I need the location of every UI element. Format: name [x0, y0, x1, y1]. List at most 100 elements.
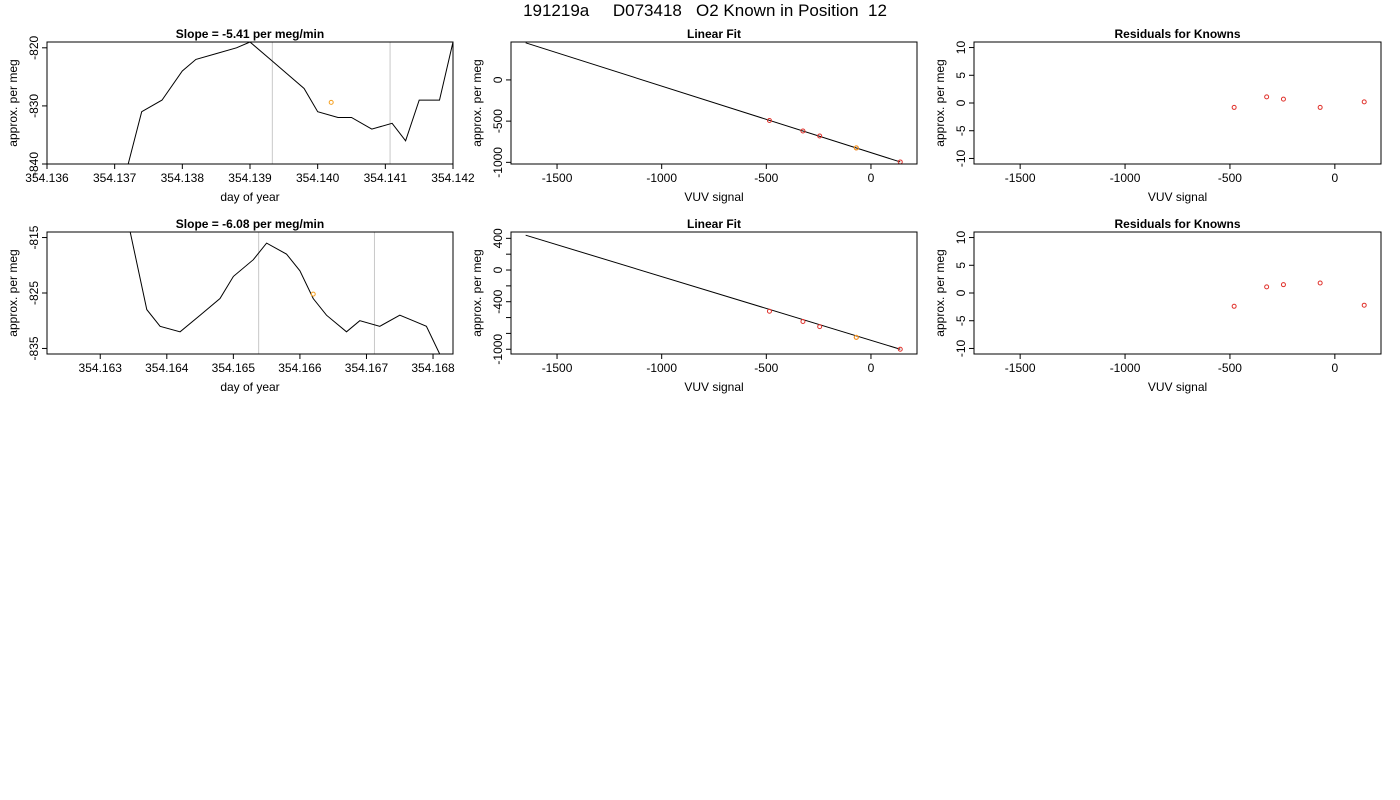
data-point — [817, 324, 823, 330]
y-axis-label: approx. per meg — [933, 249, 947, 336]
x-tick-label: 354.163 — [79, 361, 123, 375]
plot-frame — [973, 41, 1382, 165]
x-axis-label: VUV signal — [1148, 380, 1207, 394]
x-tick-label: -1500 — [542, 171, 573, 185]
plot-frame — [46, 231, 454, 355]
x-tick-label: 354.167 — [345, 361, 389, 375]
data-point — [1280, 96, 1286, 102]
x-tick-label: -1500 — [1005, 361, 1036, 375]
x-tick-label: 354.166 — [278, 361, 322, 375]
highlight-point — [853, 145, 859, 151]
x-axis-label: VUV signal — [1148, 190, 1207, 204]
x-tick-label: -500 — [754, 361, 778, 375]
panel-title: Residuals for Knowns — [1114, 27, 1240, 41]
x-tick-label: -1000 — [1110, 171, 1141, 185]
x-axis-label: day of year — [220, 190, 279, 204]
x-tick-label: -1000 — [646, 361, 677, 375]
panel-title: Residuals for Knowns — [1114, 217, 1240, 231]
highlight-point — [328, 99, 334, 105]
data-point — [1231, 104, 1237, 110]
panel-2: Linear Fit -1500 -1000 -500 0 VUV signal 0 -500… — [470, 27, 918, 204]
x-tick-label: -1500 — [542, 361, 573, 375]
x-tick-label: -1000 — [646, 171, 677, 185]
y-tick-label: -840 — [27, 152, 41, 176]
data-point — [1231, 303, 1237, 309]
data-point — [800, 319, 806, 325]
y-tick-label: 400 — [491, 228, 505, 248]
y-tick-label: -400 — [491, 289, 505, 313]
x-tick-label: 354.141 — [364, 171, 408, 185]
data-point — [817, 133, 823, 139]
y-tick-label: -5 — [954, 125, 968, 136]
y-tick-label: -500 — [491, 109, 505, 133]
y-tick-label: -820 — [27, 35, 41, 59]
y-axis-label: approx. per meg — [933, 59, 947, 146]
data-layer — [1231, 280, 1367, 309]
x-tick-label: 0 — [1332, 361, 1339, 375]
x-tick-label: 354.136 — [25, 171, 69, 185]
highlight-point — [853, 334, 859, 340]
data-point — [1361, 99, 1367, 105]
data-layer — [127, 42, 453, 164]
data-layer — [1231, 94, 1367, 110]
y-tick-label: 10 — [954, 41, 968, 55]
x-tick-label: -1500 — [1005, 171, 1036, 185]
data-point — [1264, 284, 1270, 290]
data-point — [1264, 94, 1270, 100]
panel-title: Slope = -5.41 per meg/min — [176, 27, 324, 41]
plot-frame — [46, 41, 454, 165]
data-point — [897, 346, 903, 352]
y-axis-label: approx. per meg — [6, 59, 20, 146]
x-axis-label: VUV signal — [684, 190, 743, 204]
y-tick-label: 0 — [954, 289, 968, 296]
fit-line — [525, 234, 901, 350]
data-layer — [525, 234, 903, 352]
panel-4: Slope = -6.08 per meg/min 354.163 354.164 3… — [6, 217, 455, 394]
y-tick-label: 0 — [491, 76, 505, 83]
y-tick-label: 10 — [954, 231, 968, 245]
highlight-point — [310, 291, 316, 297]
y-tick-label: -10 — [954, 339, 968, 357]
fit-line — [525, 42, 901, 163]
y-tick-label: -825 — [27, 281, 41, 305]
data-layer — [129, 232, 441, 354]
panel-1: Slope = -5.41 per meg/min 354.136 354.137 3… — [6, 27, 475, 204]
plot-frame — [973, 231, 1382, 355]
y-tick-label: 0 — [954, 99, 968, 106]
x-tick-label: 0 — [1332, 171, 1339, 185]
y-tick-label: -815 — [27, 225, 41, 249]
data-layer — [525, 42, 903, 164]
data-point — [1280, 282, 1286, 288]
y-tick-label: -1000 — [491, 334, 505, 365]
y-tick-label: -10 — [954, 149, 968, 167]
data-point — [1317, 280, 1323, 286]
x-tick-label: 354.139 — [228, 171, 272, 185]
x-tick-label: -500 — [754, 171, 778, 185]
x-tick-label: 354.138 — [161, 171, 205, 185]
x-tick-label: 0 — [868, 171, 875, 185]
y-tick-label: -5 — [954, 315, 968, 326]
panel-5: Linear Fit -1500 -1000 -500 0 VUV signal 400 0 -… — [470, 217, 918, 394]
panel-3: Residuals for Knowns -1500 -1000 -500 0 VUV s… — [933, 27, 1382, 204]
y-tick-label: 0 — [491, 266, 505, 273]
x-tick-label: 354.168 — [411, 361, 455, 375]
y-tick-label: 5 — [954, 262, 968, 269]
panel-title: Linear Fit — [687, 217, 741, 231]
y-tick-label: -830 — [27, 94, 41, 118]
y-axis-label: approx. per meg — [6, 249, 20, 336]
x-axis-label: day of year — [220, 380, 279, 394]
series-line — [127, 42, 453, 164]
x-axis-label: VUV signal — [684, 380, 743, 394]
data-point — [800, 128, 806, 134]
x-tick-label: 354.142 — [431, 171, 475, 185]
panel-6: Residuals for Knowns -1500 -1000 -500 0 VUV s… — [933, 217, 1382, 394]
page-title: 191219a D073418 O2 Known in Position 12 — [523, 1, 887, 20]
x-tick-label: -1000 — [1110, 361, 1141, 375]
data-point — [766, 308, 772, 314]
y-axis-label: approx. per meg — [470, 249, 484, 336]
data-point — [1361, 302, 1367, 308]
x-tick-label: -500 — [1218, 171, 1242, 185]
panel-title: Slope = -6.08 per meg/min — [176, 217, 324, 231]
data-point — [766, 117, 772, 123]
